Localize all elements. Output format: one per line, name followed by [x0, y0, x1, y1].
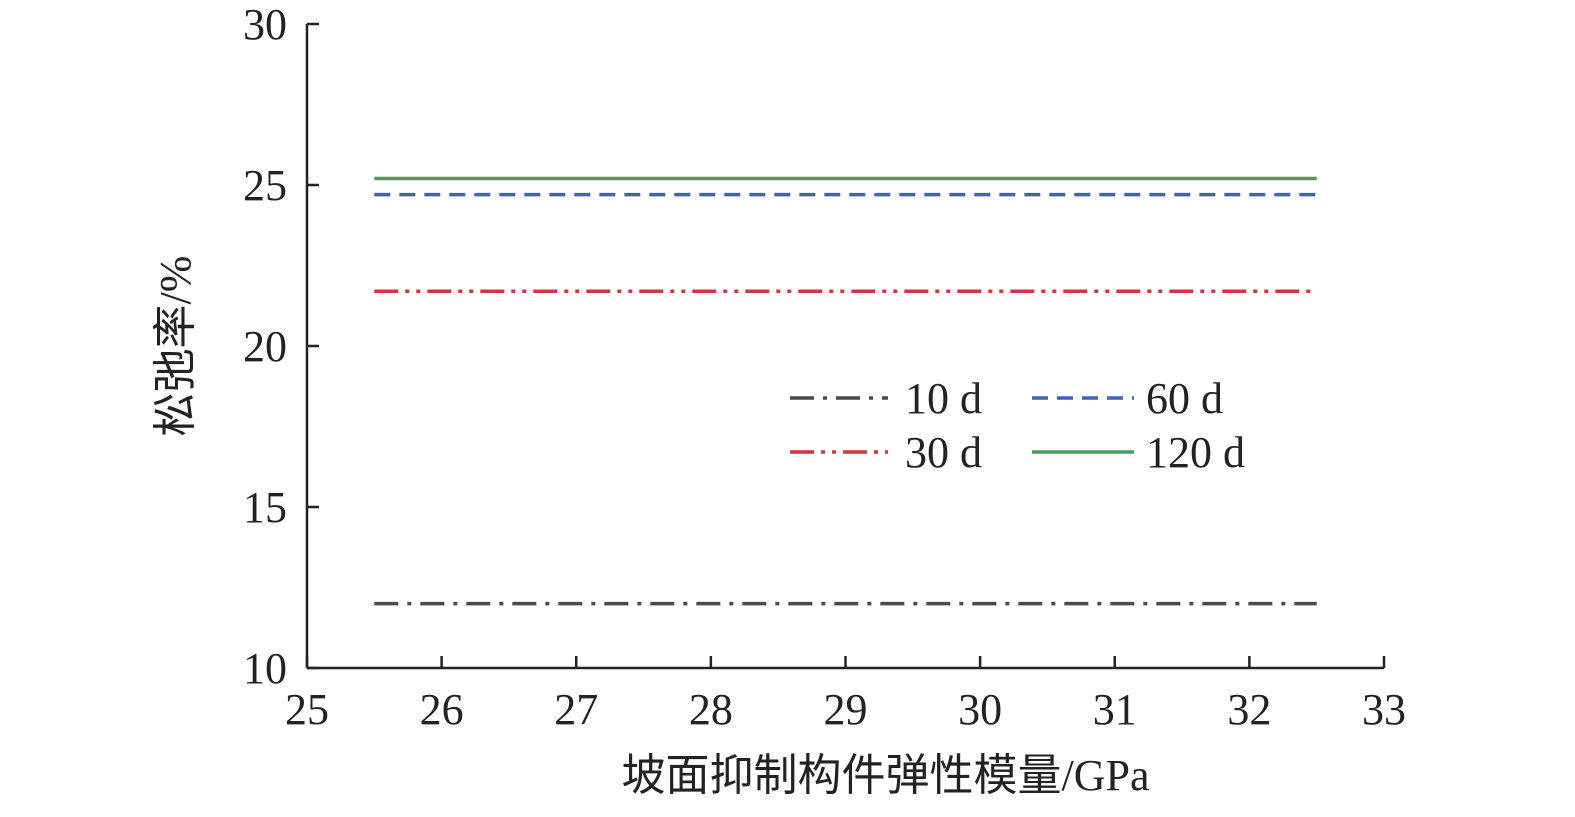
- y-axis-title: 松弛率/%: [151, 256, 200, 437]
- axes: 10 15 20 25 30 25 26 27 28 29 30 31 32 33: [243, 0, 1406, 734]
- y-tick-label: 10: [243, 644, 287, 693]
- x-tick-label: 26: [420, 685, 464, 734]
- y-tick-label: 15: [243, 483, 287, 532]
- legend-label-120d: 120 d: [1146, 428, 1245, 477]
- legend-label-60d: 60 d: [1146, 374, 1223, 423]
- x-tick-label: 32: [1227, 685, 1271, 734]
- x-tick-label: 33: [1362, 685, 1406, 734]
- x-tick-label: 29: [824, 685, 868, 734]
- legend-label-10d: 10 d: [905, 374, 982, 423]
- x-axis-title: 坡面抑制构件弹性模量/GPa: [622, 751, 1150, 800]
- y-tick-label: 25: [243, 161, 287, 210]
- y-tick-label: 20: [243, 322, 287, 371]
- legend: 10 d 60 d 30 d 120 d: [790, 374, 1245, 477]
- x-tick-label: 31: [1093, 685, 1137, 734]
- x-tick-label: 25: [285, 685, 329, 734]
- x-tick-label: 27: [554, 685, 598, 734]
- x-tick-label: 28: [689, 685, 733, 734]
- x-tick-label: 30: [958, 685, 1002, 734]
- legend-label-30d: 30 d: [905, 428, 982, 477]
- y-tick-label: 30: [243, 0, 287, 49]
- series-lines: [374, 176, 1317, 606]
